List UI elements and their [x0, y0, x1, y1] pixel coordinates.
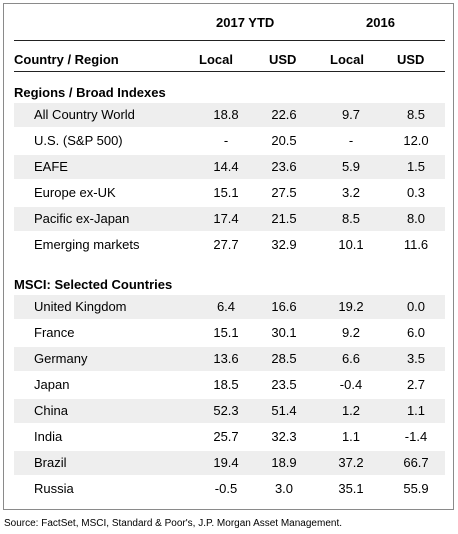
section-title-countries: MSCI: Selected Countries — [14, 277, 173, 292]
cell-local-2016: 3.2 — [341, 185, 361, 200]
cell-usd-2016: 1.1 — [406, 403, 426, 418]
header-top-rule — [14, 40, 445, 41]
cell-usd-2016: 6.0 — [406, 325, 426, 340]
row-label: Pacific ex-Japan — [34, 211, 130, 226]
period-header-2017: 2017 YTD — [216, 15, 275, 30]
cell-usd-2017: 22.6 — [271, 107, 297, 122]
cell-usd-2016: 55.9 — [403, 481, 429, 496]
cell-usd-2017: 32.9 — [271, 237, 297, 252]
cell-usd-2017: 16.6 — [271, 299, 297, 314]
cell-usd-2017: 32.3 — [271, 429, 297, 444]
row-label: United Kingdom — [34, 299, 127, 314]
cell-usd-2017: 23.6 — [271, 159, 297, 174]
row-label: France — [34, 325, 75, 340]
table-row: Japan 18.5 23.5 -0.4 2.7 — [14, 373, 445, 397]
cell-usd-2016: 0.3 — [406, 185, 426, 200]
cell-usd-2016: 66.7 — [403, 455, 429, 470]
cell-usd-2016: -1.4 — [404, 429, 428, 444]
row-label: Japan — [34, 377, 70, 392]
cell-usd-2017: 28.5 — [271, 351, 297, 366]
cell-usd-2017: 51.4 — [271, 403, 297, 418]
row-label: All Country World — [34, 107, 135, 122]
cell-local-2016: 37.2 — [338, 455, 364, 470]
cell-usd-2017: 18.9 — [271, 455, 297, 470]
table-frame — [3, 3, 454, 510]
row-label: Brazil — [34, 455, 67, 470]
country-region-header: Country / Region — [14, 52, 119, 67]
row-label: China — [34, 403, 68, 418]
cell-usd-2017: 3.0 — [274, 481, 294, 496]
cell-usd-2016: 2.7 — [406, 377, 426, 392]
cell-local-2016: 9.7 — [341, 107, 361, 122]
cell-usd-2016: 0.0 — [406, 299, 426, 314]
cell-local-2016: 19.2 — [338, 299, 364, 314]
section-title-regions: Regions / Broad Indexes — [14, 85, 166, 100]
cell-local-2016: 6.6 — [341, 351, 361, 366]
cell-usd-2016: 3.5 — [406, 351, 426, 366]
cell-local-2016: 9.2 — [341, 325, 361, 340]
cell-local-2016: 35.1 — [338, 481, 364, 496]
table-row: All Country World 18.8 22.6 9.7 8.5 — [14, 103, 445, 127]
local-header-2016: Local — [330, 52, 364, 67]
table-row: Europe ex-UK 15.1 27.5 3.2 0.3 — [14, 181, 445, 205]
local-header-2017: Local — [199, 52, 233, 67]
period-header-2016: 2016 — [366, 15, 395, 30]
table-row: United Kingdom 6.4 16.6 19.2 0.0 — [14, 295, 445, 319]
header-bottom-rule — [14, 71, 445, 72]
cell-usd-2016: 11.6 — [403, 237, 429, 252]
row-label: Emerging markets — [34, 237, 140, 252]
cell-usd-2016: 8.5 — [406, 107, 426, 122]
cell-local-2017: 18.5 — [213, 377, 239, 392]
cell-local-2016: 1.1 — [341, 429, 361, 444]
cell-local-2016: - — [348, 133, 354, 148]
cell-local-2016: 5.9 — [341, 159, 361, 174]
cell-local-2017: 15.1 — [213, 185, 239, 200]
cell-usd-2016: 12.0 — [403, 133, 429, 148]
table-row: Pacific ex-Japan 17.4 21.5 8.5 8.0 — [14, 207, 445, 231]
row-label: Europe ex-UK — [34, 185, 116, 200]
row-label: Germany — [34, 351, 88, 366]
cell-usd-2016: 8.0 — [406, 211, 426, 226]
row-label: India — [34, 429, 63, 444]
cell-usd-2017: 23.5 — [271, 377, 297, 392]
cell-local-2016: -0.4 — [339, 377, 363, 392]
cell-local-2017: -0.5 — [214, 481, 238, 496]
cell-local-2017: 15.1 — [213, 325, 239, 340]
row-label: U.S. (S&P 500) — [34, 133, 123, 148]
table-row: Emerging markets 27.7 32.9 10.1 11.6 — [14, 233, 445, 257]
cell-local-2017: 19.4 — [213, 455, 239, 470]
cell-local-2017: - — [223, 133, 229, 148]
cell-local-2017: 17.4 — [213, 211, 239, 226]
cell-local-2017: 27.7 — [213, 237, 239, 252]
table-row: Germany 13.6 28.5 6.6 3.5 — [14, 347, 445, 371]
cell-local-2017: 52.3 — [213, 403, 239, 418]
table-row: China 52.3 51.4 1.2 1.1 — [14, 399, 445, 423]
row-label: EAFE — [34, 159, 68, 174]
cell-usd-2017: 27.5 — [271, 185, 297, 200]
cell-usd-2017: 20.5 — [271, 133, 297, 148]
cell-local-2016: 8.5 — [341, 211, 361, 226]
cell-usd-2016: 1.5 — [406, 159, 426, 174]
table-row: EAFE 14.4 23.6 5.9 1.5 — [14, 155, 445, 179]
cell-local-2017: 25.7 — [213, 429, 239, 444]
source-note: Source: FactSet, MSCI, Standard & Poor's… — [4, 518, 342, 529]
table-row: Brazil 19.4 18.9 37.2 66.7 — [14, 451, 445, 475]
cell-local-2017: 13.6 — [213, 351, 239, 366]
cell-usd-2017: 21.5 — [271, 211, 297, 226]
row-label: Russia — [34, 481, 74, 496]
cell-local-2017: 18.8 — [213, 107, 239, 122]
usd-header-2016: USD — [397, 52, 425, 67]
table-row: U.S. (S&P 500) - 20.5 - 12.0 — [14, 129, 445, 153]
cell-local-2017: 6.4 — [216, 299, 236, 314]
table-row: Russia -0.5 3.0 35.1 55.9 — [14, 477, 445, 501]
table-row: India 25.7 32.3 1.1 -1.4 — [14, 425, 445, 449]
table-row: France 15.1 30.1 9.2 6.0 — [14, 321, 445, 345]
usd-header-2017: USD — [269, 52, 297, 67]
cell-local-2016: 1.2 — [341, 403, 361, 418]
cell-local-2016: 10.1 — [338, 237, 364, 252]
cell-local-2017: 14.4 — [213, 159, 239, 174]
cell-usd-2017: 30.1 — [271, 325, 297, 340]
